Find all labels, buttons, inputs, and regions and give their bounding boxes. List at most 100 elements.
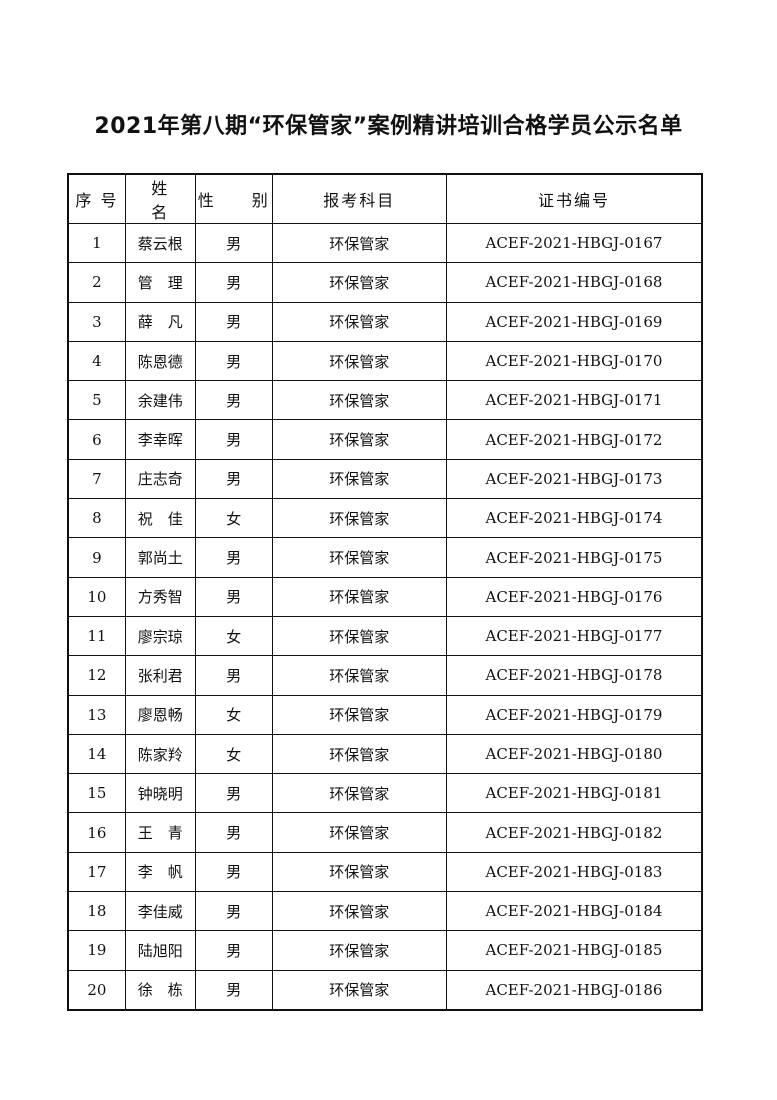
cell-certificate-number: ACEF-2021-HBGJ-0183 — [445, 851, 703, 893]
cell-subject: 环保管家 — [271, 969, 447, 1011]
table-row: 5 余建伟男环保管家 ACEF-2021-HBGJ-0171 — [67, 380, 703, 421]
table-row: 19 陆旭阳男环保管家 ACEF-2021-HBGJ-0185 — [67, 930, 703, 971]
cell-name: 廖宗琼 — [124, 615, 196, 657]
cell-gender: 男 — [194, 773, 273, 814]
table-row: 11 廖宗琼女环保管家 ACEF-2021-HBGJ-0177 — [67, 615, 703, 657]
cell-name: 蔡云根 — [124, 222, 196, 264]
cell-serial: 7 — [67, 458, 126, 500]
trainee-list-table: 序 号 姓 名 性 别 报考科目 证书编号 1 蔡云根男环保管家 ACEF-2021… — [67, 173, 703, 1011]
cell-serial: 3 — [67, 301, 126, 342]
cell-certificate-number: ACEF-2021-HBGJ-0176 — [445, 576, 703, 617]
table-row: 4 陈恩德男环保管家 ACEF-2021-HBGJ-0170 — [67, 340, 703, 382]
cell-subject: 环保管家 — [271, 655, 447, 696]
cell-certificate-number: ACEF-2021-HBGJ-0171 — [445, 380, 703, 421]
cell-serial: 2 — [67, 262, 126, 303]
cell-name: 陆旭阳 — [124, 930, 196, 971]
cell-certificate-number: ACEF-2021-HBGJ-0170 — [445, 340, 703, 382]
cell-name: 陈家羚 — [124, 733, 196, 775]
header-subject: 报考科目 — [271, 173, 447, 224]
cell-certificate-number: ACEF-2021-HBGJ-0175 — [445, 537, 703, 578]
cell-certificate-number: ACEF-2021-HBGJ-0180 — [445, 733, 703, 775]
cell-gender: 男 — [194, 655, 273, 696]
cell-name: 王 青 — [124, 812, 196, 853]
cell-certificate-number: ACEF-2021-HBGJ-0168 — [445, 262, 703, 303]
table-row: 10 方秀智男环保管家 ACEF-2021-HBGJ-0176 — [67, 576, 703, 617]
table-row: 6 李幸晖男环保管家 ACEF-2021-HBGJ-0172 — [67, 419, 703, 460]
cell-subject: 环保管家 — [271, 733, 447, 775]
cell-certificate-number: ACEF-2021-HBGJ-0185 — [445, 930, 703, 971]
cell-subject: 环保管家 — [271, 891, 447, 932]
cell-subject: 环保管家 — [271, 537, 447, 578]
cell-certificate-number: ACEF-2021-HBGJ-0186 — [445, 969, 703, 1011]
cell-certificate-number: ACEF-2021-HBGJ-0179 — [445, 694, 703, 735]
cell-gender: 男 — [194, 537, 273, 578]
cell-name: 管 理 — [124, 262, 196, 303]
header-certificate-number: 证书编号 — [445, 173, 703, 224]
table-row: 13 廖恩畅女环保管家 ACEF-2021-HBGJ-0179 — [67, 694, 703, 735]
cell-certificate-number: ACEF-2021-HBGJ-0177 — [445, 615, 703, 657]
header-serial: 序 号 — [67, 173, 126, 224]
cell-name: 陈恩德 — [124, 340, 196, 382]
cell-gender: 男 — [194, 262, 273, 303]
cell-gender: 女 — [194, 615, 273, 657]
table-row: 7 庄志奇男环保管家 ACEF-2021-HBGJ-0173 — [67, 458, 703, 500]
table-row: 20 徐 栋男环保管家 ACEF-2021-HBGJ-0186 — [67, 969, 703, 1011]
cell-name: 徐 栋 — [124, 969, 196, 1011]
cell-name: 钟晓明 — [124, 773, 196, 814]
cell-gender: 男 — [194, 969, 273, 1011]
cell-serial: 8 — [67, 498, 126, 539]
table-row: 14 陈家羚女环保管家 ACEF-2021-HBGJ-0180 — [67, 733, 703, 775]
cell-gender: 男 — [194, 340, 273, 382]
cell-gender: 男 — [194, 812, 273, 853]
cell-certificate-number: ACEF-2021-HBGJ-0182 — [445, 812, 703, 853]
cell-name: 庄志奇 — [124, 458, 196, 500]
cell-serial: 10 — [67, 576, 126, 617]
cell-name: 李 帆 — [124, 851, 196, 893]
cell-certificate-number: ACEF-2021-HBGJ-0178 — [445, 655, 703, 696]
table-row: 16 王 青男环保管家 ACEF-2021-HBGJ-0182 — [67, 812, 703, 853]
cell-gender: 男 — [194, 458, 273, 500]
table-row: 9 郭尚土男环保管家 ACEF-2021-HBGJ-0175 — [67, 537, 703, 578]
table-row: 18 李佳威男环保管家 ACEF-2021-HBGJ-0184 — [67, 891, 703, 932]
cell-subject: 环保管家 — [271, 222, 447, 264]
cell-serial: 5 — [67, 380, 126, 421]
cell-gender: 女 — [194, 694, 273, 735]
cell-subject: 环保管家 — [271, 262, 447, 303]
cell-gender: 男 — [194, 930, 273, 971]
cell-certificate-number: ACEF-2021-HBGJ-0181 — [445, 773, 703, 814]
cell-subject: 环保管家 — [271, 340, 447, 382]
header-name: 姓 名 — [124, 173, 203, 224]
cell-name: 祝 佳 — [124, 498, 196, 539]
cell-serial: 4 — [67, 340, 126, 382]
cell-name: 张利君 — [124, 655, 196, 696]
cell-serial: 11 — [67, 615, 126, 657]
cell-gender: 女 — [194, 498, 273, 539]
table-row: 17 李 帆男环保管家 ACEF-2021-HBGJ-0183 — [67, 851, 703, 893]
cell-subject: 环保管家 — [271, 694, 447, 735]
cell-certificate-number: ACEF-2021-HBGJ-0172 — [445, 419, 703, 460]
header-gender: 性 别 — [194, 173, 273, 224]
cell-subject: 环保管家 — [271, 458, 447, 500]
cell-serial: 6 — [67, 419, 126, 460]
cell-serial: 15 — [67, 773, 126, 814]
cell-name: 李幸晖 — [124, 419, 196, 460]
cell-gender: 男 — [194, 301, 273, 342]
cell-certificate-number: ACEF-2021-HBGJ-0167 — [445, 222, 703, 264]
cell-certificate-number: ACEF-2021-HBGJ-0184 — [445, 891, 703, 932]
cell-serial: 14 — [67, 733, 126, 775]
cell-serial: 1 — [67, 222, 126, 264]
cell-gender: 男 — [194, 419, 273, 460]
cell-certificate-number: ACEF-2021-HBGJ-0174 — [445, 498, 703, 539]
cell-subject: 环保管家 — [271, 812, 447, 853]
cell-subject: 环保管家 — [271, 930, 447, 971]
cell-serial: 12 — [67, 655, 126, 696]
table-row: 15 钟晓明男环保管家 ACEF-2021-HBGJ-0181 — [67, 773, 703, 814]
cell-certificate-number: ACEF-2021-HBGJ-0173 — [445, 458, 703, 500]
cell-subject: 环保管家 — [271, 851, 447, 893]
cell-subject: 环保管家 — [271, 301, 447, 342]
cell-certificate-number: ACEF-2021-HBGJ-0169 — [445, 301, 703, 342]
cell-gender: 男 — [194, 891, 273, 932]
